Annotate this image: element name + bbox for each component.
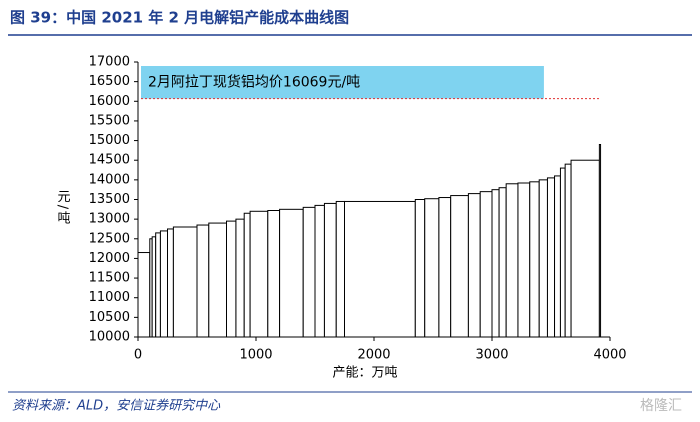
cost-bar	[267, 210, 281, 338]
price-box	[141, 66, 544, 99]
watermark: 格隆汇	[640, 398, 682, 414]
y-tick-label: 17000	[89, 55, 130, 70]
cost-bar	[226, 220, 237, 338]
cost-bar	[505, 183, 519, 338]
cost-bar	[517, 182, 531, 338]
cost-bar	[335, 200, 345, 338]
cost-bar	[159, 230, 168, 338]
y-tick-label: 14500	[89, 153, 130, 168]
cost-bar	[467, 193, 481, 338]
cost-bar	[243, 212, 251, 338]
x-axis-label: 产能：万吨	[332, 366, 397, 381]
cost-bar	[279, 208, 304, 338]
x-tick-label: 2000	[357, 348, 390, 363]
y-tick-label: 16500	[89, 74, 130, 89]
cost-bar	[137, 252, 151, 338]
cost-bar	[151, 236, 157, 338]
cost-bar	[314, 204, 325, 338]
source: 资料来源：ALD，安信证券研究中心	[12, 398, 221, 414]
cost-bar	[235, 218, 245, 338]
x-tick-label: 4000	[593, 348, 626, 363]
y-tick-label: 12500	[89, 231, 130, 246]
y-tick-label: 16000	[89, 94, 130, 109]
cost-bar	[424, 198, 440, 338]
y-tick-label: 14000	[89, 172, 130, 187]
y-axis-label: 元/吨	[55, 190, 71, 226]
y-tick-label: 12000	[89, 251, 130, 266]
cost-bar	[598, 144, 602, 338]
y-tick-label: 15500	[89, 113, 130, 128]
cost-bar	[344, 200, 416, 338]
y-tick-label: 13000	[89, 212, 130, 227]
cost-bar	[172, 226, 198, 338]
x-tick-label: 0	[134, 348, 142, 363]
cost-bar	[323, 202, 337, 338]
y-tick-label: 11500	[89, 271, 130, 286]
cost-bar	[155, 232, 161, 338]
cost-bar	[438, 197, 452, 338]
cost-bar	[498, 187, 507, 338]
y-tick-label: 15000	[89, 133, 130, 148]
cost-bar	[491, 189, 500, 338]
cost-bar	[554, 175, 561, 338]
y-tick-label: 10500	[89, 310, 130, 325]
cost-bar	[249, 210, 269, 338]
cost-bar	[450, 195, 469, 338]
cost-bar	[167, 228, 174, 338]
y-tick-label: 11000	[89, 290, 130, 305]
cost-bar	[479, 191, 493, 338]
x-tick-label: 3000	[475, 348, 508, 363]
cost-bar	[559, 167, 566, 338]
y-tick-label: 13500	[89, 192, 130, 207]
chart-title: 图 39：中国 2021 年 2 月电解铝产能成本曲线图	[10, 9, 349, 27]
y-tick-label: 10000	[89, 330, 130, 345]
price-label: 2月阿拉丁现货铝均价16069元/吨	[148, 73, 360, 90]
cost-bar	[414, 199, 426, 338]
cost-bar	[564, 163, 572, 338]
cost-bar	[538, 179, 548, 338]
x-tick-label: 1000	[239, 348, 272, 363]
cost-bar	[196, 224, 210, 338]
cost-bar	[208, 222, 228, 338]
cost-bar	[529, 181, 540, 338]
cost-bar	[570, 159, 600, 338]
cost-bar	[546, 177, 556, 338]
cost-bar	[302, 206, 316, 338]
